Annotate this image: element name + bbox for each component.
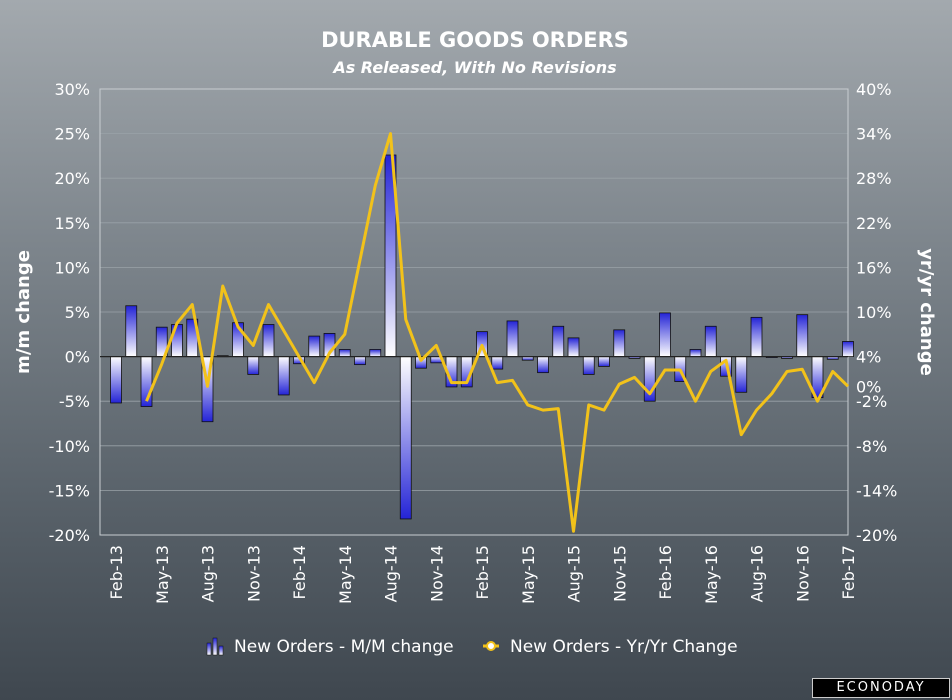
x-tick-label: Nov-13 [244, 545, 263, 602]
x-tick-label: Nov-15 [610, 545, 629, 602]
bar [735, 356, 748, 393]
left-tick-label: 0% [65, 348, 90, 367]
bar [689, 349, 702, 357]
right-tick-label: -20% [856, 526, 897, 545]
left-y-axis: 30% 25% 20% 15% 10% 5% 0% -5% -10% -15% -20% [49, 80, 90, 545]
legend-label-yy: New Orders - Yr/Yr Change [510, 637, 738, 657]
left-tick-label: 30% [54, 80, 90, 99]
left-tick-label: -20% [49, 526, 90, 545]
x-tick-label: Feb-13 [107, 545, 126, 599]
left-tick-label: 10% [54, 258, 90, 277]
bar [598, 356, 610, 367]
bar [613, 329, 626, 357]
left-tick-label: -15% [49, 481, 90, 500]
bar [247, 356, 260, 375]
left-tick-label: -5% [59, 392, 90, 411]
x-tick-label: May-16 [702, 545, 721, 604]
chart-subtitle: As Released, With No Revisions [331, 58, 616, 77]
bar [354, 356, 366, 366]
bar [582, 356, 595, 375]
bar [842, 341, 854, 358]
right-y-axis: 40% 34% 28% 22% 16% 10% 4% 0%-2% -8% -14% -20% [856, 80, 897, 545]
x-tick-label: Feb-17 [839, 545, 858, 599]
x-tick-label: Feb-14 [290, 545, 309, 599]
legend-bar-icon [206, 637, 224, 656]
bar [537, 356, 549, 374]
right-tick-label: -2% [856, 392, 887, 411]
right-tick-label: -14% [856, 481, 897, 500]
x-tick-label: Nov-16 [793, 545, 812, 602]
x-tick-label: Nov-14 [427, 545, 446, 602]
legend-line-icon [483, 641, 499, 651]
bar [338, 349, 351, 357]
right-tick-label: 28% [856, 169, 892, 188]
right-tick-label: 0% [856, 377, 881, 396]
bar [110, 356, 122, 404]
left-tick-label: 20% [54, 169, 90, 188]
bar [262, 324, 275, 358]
legend: New Orders - M/M change New Orders - Yr/… [206, 637, 738, 657]
bar [796, 314, 809, 357]
left-tick-label: 15% [54, 214, 90, 233]
right-tick-label: 16% [856, 258, 892, 277]
x-tick-label: May-15 [519, 545, 538, 604]
left-tick-label: 25% [54, 125, 90, 144]
x-tick-label: Aug-15 [565, 545, 584, 602]
mm-change-bars [110, 154, 854, 520]
bar [308, 335, 321, 358]
left-tick-label: -10% [49, 437, 90, 456]
x-tick-label: May-14 [336, 545, 355, 604]
grid-lines [100, 88, 848, 536]
right-tick-label: 40% [856, 80, 892, 99]
chart-title: DURABLE GOODS ORDERS [321, 28, 629, 52]
bar [491, 356, 504, 370]
yy-change-line-path [145, 132, 850, 533]
right-tick-label: 34% [856, 125, 892, 144]
x-axis: Feb-13 May-13 Aug-13 Nov-13 Feb-14 May-14 Aug-… [107, 545, 858, 604]
x-tick-label: Feb-15 [473, 545, 492, 599]
bar [567, 337, 580, 358]
x-tick-label: Aug-16 [748, 545, 767, 602]
right-tick-label: 22% [856, 214, 892, 233]
bar [552, 325, 565, 358]
x-tick-label: May-13 [153, 545, 172, 604]
bar [659, 312, 671, 357]
right-tick-label: 4% [856, 348, 881, 367]
yy-change-line [145, 132, 850, 533]
x-tick-label: Aug-14 [382, 545, 401, 602]
right-tick-label: 10% [856, 303, 892, 322]
right-axis-title: yr/yr change [916, 248, 937, 376]
x-tick-label: Aug-13 [199, 545, 218, 602]
bar [369, 349, 382, 357]
right-tick-label: -8% [856, 437, 887, 456]
bar [125, 305, 138, 358]
bar [277, 356, 290, 396]
econoday-logo: ECONODAY [812, 678, 950, 698]
left-tick-label: 5% [65, 303, 90, 322]
legend-label-mm: New Orders - M/M change [234, 637, 454, 657]
left-axis-title: m/m change [13, 250, 34, 374]
bar [704, 325, 717, 358]
bar [399, 356, 412, 520]
plot-border [99, 88, 849, 536]
x-tick-label: Feb-16 [656, 545, 675, 599]
bar [750, 316, 763, 357]
bar [506, 320, 519, 358]
